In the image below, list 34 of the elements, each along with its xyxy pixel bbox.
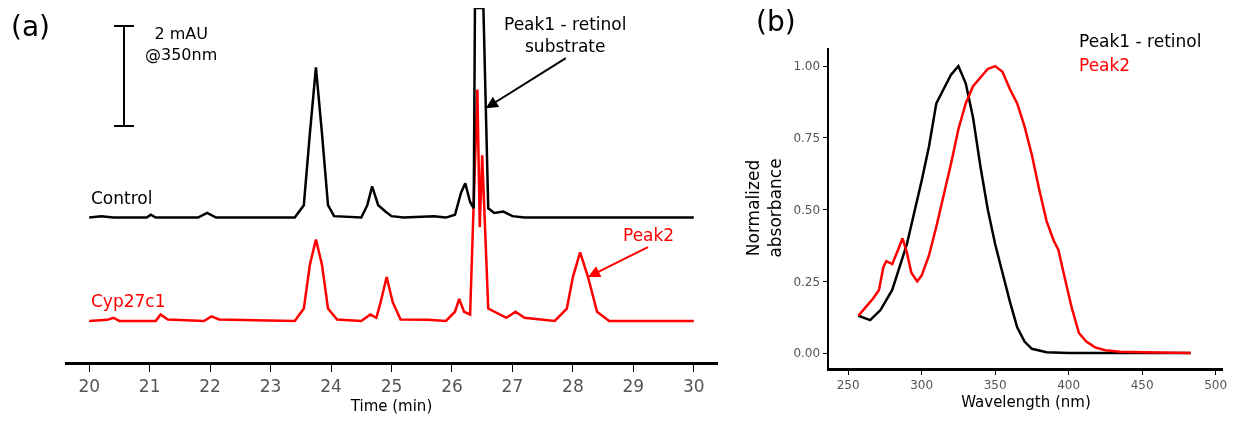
x-tick-label: 29 [622,376,645,397]
annotation: 2 mAU @350nm [145,24,218,64]
x-tick-label: 25 [380,376,403,397]
x-tick-label: 24 [320,376,342,397]
y-tick-label: 0.50 [793,202,821,217]
x-axis-title: Time (min) [349,397,433,416]
text: Peak2 [1079,55,1131,75]
x-tick-label: 400 [1057,377,1081,392]
x-tick-label: 21 [138,376,161,397]
x-tick-label: 22 [199,376,221,397]
text: (b) [756,5,796,38]
x-tick-label: 26 [441,376,463,397]
x-tick-label: 500 [1204,377,1228,392]
annotation: Peak1 - retinol substrate [504,14,627,57]
y-tick-label: 0.00 [793,346,821,361]
annotation: Peak2 [623,225,675,245]
x-tick-label: 27 [501,376,524,397]
text: (a) [11,10,51,43]
x-axis-title: Wavelength (nm) [961,393,1091,412]
text: Peak1 - retinol [1079,31,1202,51]
x-tick-label: 350 [983,377,1007,392]
y-axis-title: Normalized absorbance [742,158,785,258]
series-label: Cyp27c1 [91,291,166,311]
x-tick-label: 20 [78,376,101,397]
x-tick-label: 30 [682,376,705,397]
x-tick-label: 450 [1130,377,1154,392]
x-tick-label: 300 [910,377,934,392]
y-tick-label: 1.00 [793,59,821,74]
x-tick-label: 23 [259,376,282,397]
y-tick-label: 0.25 [793,274,821,289]
x-tick-label: 28 [562,376,584,397]
y-tick-label: 0.75 [793,131,821,146]
series-label: Control [91,188,153,208]
x-tick-label: 250 [836,377,860,392]
